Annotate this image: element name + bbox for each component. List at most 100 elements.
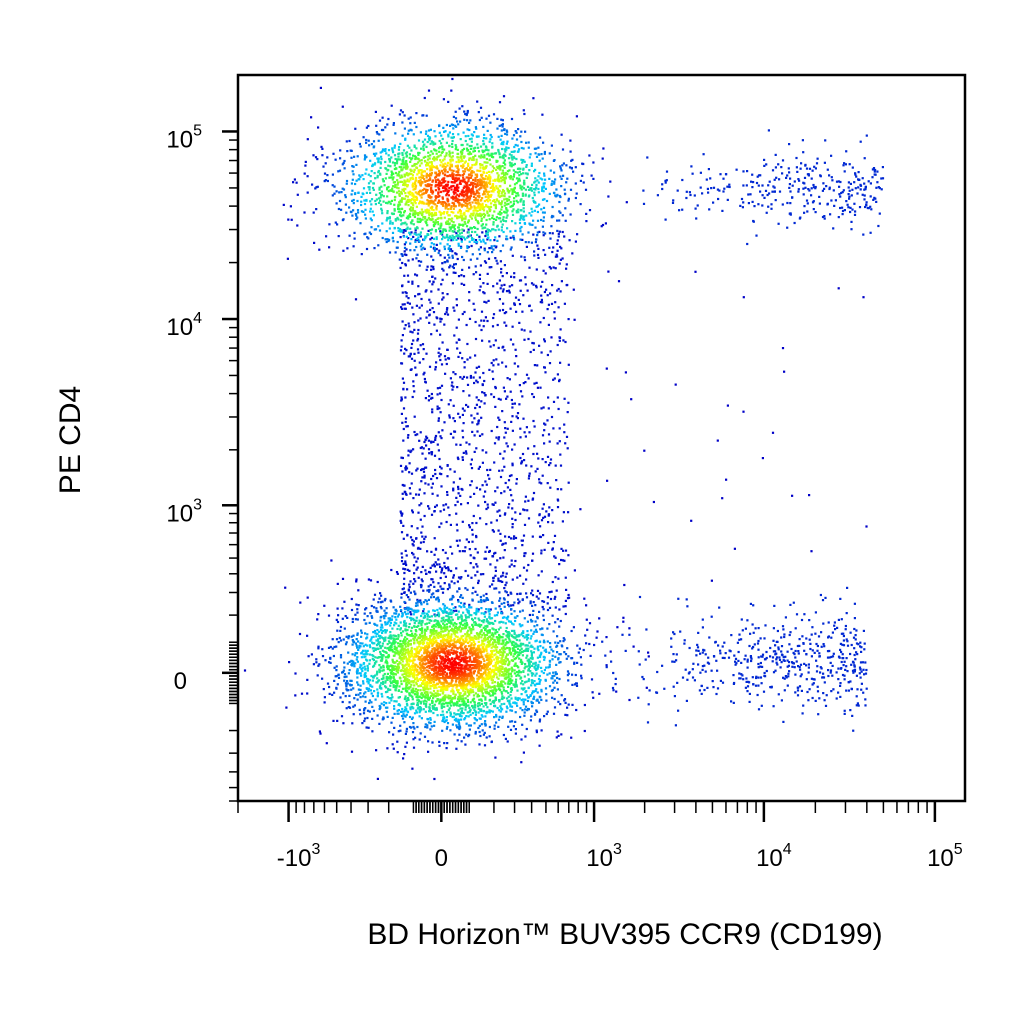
event-point <box>505 272 508 275</box>
event-point <box>786 201 789 205</box>
event-point <box>527 673 530 676</box>
event-point <box>415 610 418 614</box>
event-point <box>542 608 545 611</box>
event-point <box>453 733 456 736</box>
event-point <box>452 385 455 388</box>
event-point <box>516 689 519 692</box>
event-point <box>554 671 557 674</box>
event-point <box>512 150 515 153</box>
event-point <box>324 659 327 662</box>
event-point <box>814 185 817 189</box>
event-point <box>488 725 491 729</box>
event-point <box>350 149 353 152</box>
event-point <box>532 342 535 345</box>
event-point <box>522 582 525 585</box>
event-point <box>854 210 857 213</box>
event-point <box>512 701 515 704</box>
event-point <box>446 611 449 614</box>
event-point <box>556 681 559 684</box>
event-point <box>316 618 319 621</box>
event-point <box>738 633 741 636</box>
event-point <box>553 697 556 701</box>
event-point <box>441 230 444 233</box>
event-point <box>558 677 561 681</box>
event-point <box>499 608 502 611</box>
event-point <box>665 179 668 182</box>
event-point <box>415 112 418 115</box>
event-point <box>572 170 575 173</box>
event-point <box>475 396 478 399</box>
event-point <box>536 234 539 237</box>
event-point <box>691 668 694 671</box>
event-point <box>326 682 330 685</box>
event-point <box>458 725 461 728</box>
event-point <box>388 635 391 638</box>
event-point <box>443 610 446 613</box>
event-point <box>380 692 383 696</box>
event-point <box>435 243 438 246</box>
event-point <box>366 653 369 656</box>
event-point <box>479 734 482 738</box>
event-point <box>474 406 477 410</box>
event-point <box>350 608 354 612</box>
event-point <box>453 582 456 585</box>
event-point <box>527 686 530 689</box>
event-point <box>448 584 451 587</box>
event-point <box>761 653 765 656</box>
event-point <box>405 730 408 733</box>
event-point <box>580 677 583 680</box>
event-point <box>414 227 417 230</box>
event-point <box>493 461 496 464</box>
event-point <box>525 727 528 731</box>
event-point <box>557 700 560 703</box>
event-point <box>523 256 526 259</box>
event-point <box>416 604 419 607</box>
event-point <box>384 631 387 634</box>
event-point <box>795 660 798 663</box>
event-point <box>501 147 504 151</box>
event-point <box>401 222 404 225</box>
event-point <box>443 604 446 607</box>
event-point <box>418 306 421 309</box>
event-point <box>530 309 533 312</box>
event-point <box>722 190 725 193</box>
event-point <box>406 425 409 428</box>
event-point <box>362 187 366 190</box>
event-point <box>525 426 528 429</box>
event-point <box>413 321 416 324</box>
event-point <box>457 123 460 126</box>
event-point <box>421 452 424 455</box>
event-point <box>424 569 427 572</box>
event-point <box>457 275 461 278</box>
event-point <box>446 722 450 725</box>
event-point <box>361 651 364 654</box>
event-point <box>427 585 430 588</box>
event-point <box>514 373 517 376</box>
event-point <box>672 199 675 202</box>
event-point <box>424 237 427 240</box>
event-point <box>734 663 737 666</box>
event-point <box>413 712 417 715</box>
event-point <box>772 650 775 653</box>
event-point <box>522 200 525 203</box>
event-point <box>355 670 358 673</box>
event-point <box>708 208 711 211</box>
event-point <box>404 307 407 310</box>
event-point <box>848 195 851 198</box>
event-point <box>406 226 409 229</box>
event-point <box>585 220 588 223</box>
event-point <box>865 204 868 207</box>
event-point <box>356 209 360 212</box>
event-point <box>488 368 491 371</box>
event-point <box>455 341 458 344</box>
event-point <box>386 715 389 718</box>
event-point <box>498 418 501 421</box>
event-point <box>474 590 477 593</box>
event-point <box>426 265 429 268</box>
event-point <box>571 673 574 676</box>
event-point <box>789 202 792 205</box>
event-point <box>543 172 546 175</box>
event-point <box>524 188 527 191</box>
event-point <box>424 535 427 538</box>
event-point <box>558 625 561 628</box>
